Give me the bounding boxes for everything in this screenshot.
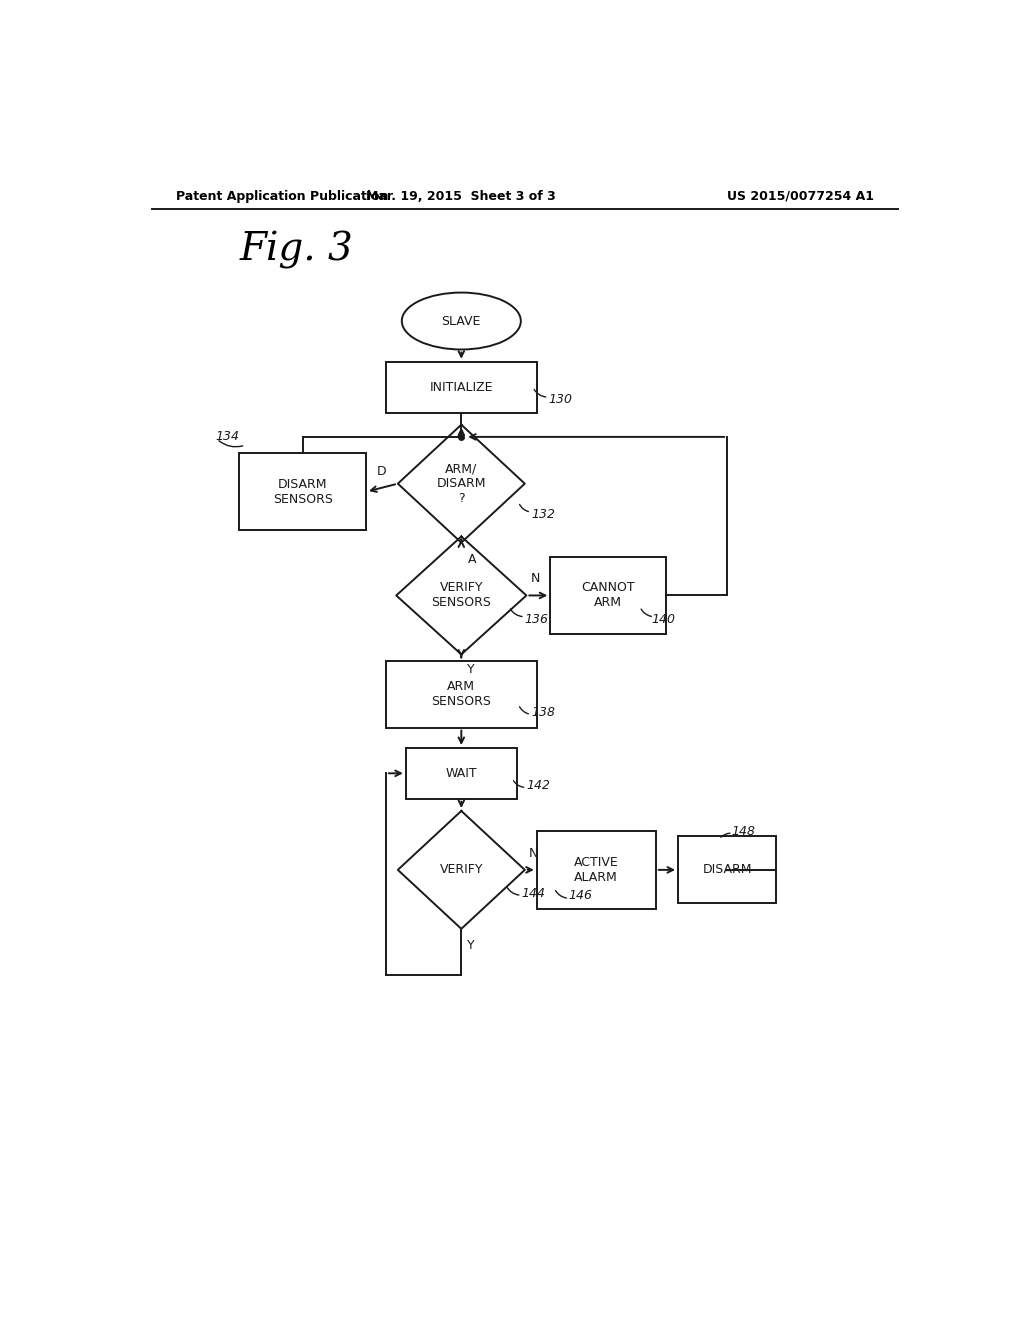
Text: Fig. 3: Fig. 3 <box>240 231 353 269</box>
Text: ARM/
DISARM
?: ARM/ DISARM ? <box>436 462 486 506</box>
Bar <box>386 660 537 727</box>
Text: 134: 134 <box>215 430 240 444</box>
Text: Y: Y <box>467 663 474 676</box>
Text: CANNOT
ARM: CANNOT ARM <box>582 581 635 610</box>
Bar <box>406 748 517 799</box>
Text: DISARM
SENSORS: DISARM SENSORS <box>272 478 333 506</box>
Text: ACTIVE
ALARM: ACTIVE ALARM <box>573 855 618 884</box>
Text: D: D <box>376 465 386 478</box>
Text: 144: 144 <box>521 887 546 900</box>
Text: 140: 140 <box>652 614 676 627</box>
Text: A: A <box>468 553 476 566</box>
Text: INITIALIZE: INITIALIZE <box>429 380 494 393</box>
Text: VERIFY: VERIFY <box>439 863 483 876</box>
Text: SLAVE: SLAVE <box>441 314 481 327</box>
Bar <box>550 557 666 634</box>
Bar <box>537 832 655 908</box>
Text: Mar. 19, 2015  Sheet 3 of 3: Mar. 19, 2015 Sheet 3 of 3 <box>367 190 556 202</box>
Text: 148: 148 <box>731 825 755 838</box>
Text: 146: 146 <box>568 888 593 902</box>
Text: Patent Application Publication: Patent Application Publication <box>176 190 388 202</box>
Text: N: N <box>530 573 540 585</box>
Bar <box>386 362 537 412</box>
Text: 138: 138 <box>531 706 555 719</box>
Text: 130: 130 <box>549 393 572 405</box>
Text: DISARM: DISARM <box>702 863 752 876</box>
Text: 142: 142 <box>526 779 550 792</box>
Bar <box>240 453 367 531</box>
Text: N: N <box>528 846 539 859</box>
Text: 132: 132 <box>531 508 555 520</box>
Text: Y: Y <box>467 939 474 952</box>
Text: 136: 136 <box>524 614 549 627</box>
Text: WAIT: WAIT <box>445 767 477 780</box>
Text: US 2015/0077254 A1: US 2015/0077254 A1 <box>727 190 873 202</box>
Text: VERIFY
SENSORS: VERIFY SENSORS <box>431 581 492 610</box>
Bar <box>678 837 776 903</box>
Text: ARM
SENSORS: ARM SENSORS <box>431 680 492 708</box>
